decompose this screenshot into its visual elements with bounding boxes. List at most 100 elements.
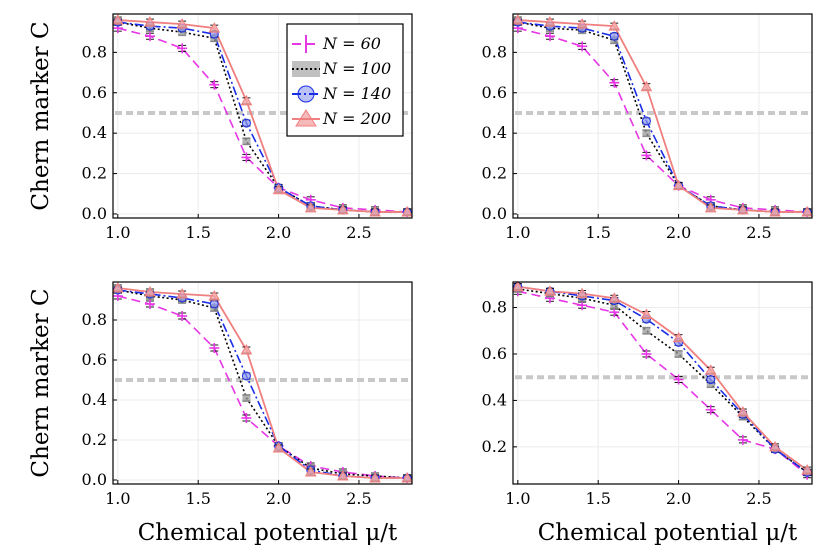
point-n200 (272, 183, 285, 195)
panel-bottom-right: 1.0 1.5 2.0 2.5 0.2 0.4 0.6 0.8 Chemical potenti… (482, 280, 814, 546)
plot-frame (512, 281, 813, 485)
point-n140 (209, 299, 219, 309)
y-tick-label: 0.6 (82, 83, 107, 102)
point-n100 (706, 380, 715, 389)
point-n100 (242, 137, 251, 146)
y-tick-label: 0.8 (82, 42, 107, 61)
series-line-n100 (117, 289, 408, 479)
point-n200 (401, 205, 414, 217)
point-n200 (737, 405, 749, 417)
point-n100 (674, 349, 683, 358)
x-tick-label: 2.5 (746, 489, 771, 508)
point-n200 (369, 205, 381, 217)
series-line-n60 (117, 27, 408, 213)
point-n200 (737, 203, 749, 215)
x-tick-label: 2.0 (266, 489, 291, 508)
point-n200 (576, 287, 588, 299)
x-tick-label: 1.0 (505, 489, 530, 508)
legend-label-n200: N = 200 (322, 109, 391, 128)
y-tick-label: 0.6 (482, 83, 507, 102)
series-line-n140 (117, 21, 408, 213)
point-n100 (242, 394, 251, 402)
y-tick-label: 0.2 (82, 430, 107, 449)
point-n200 (337, 203, 349, 215)
point-n200 (576, 18, 588, 29)
panel-bottom-left: 1.0 1.5 2.0 2.5 0.0 0.2 0.4 0.6 0.8 Chern marker … (28, 281, 414, 546)
series-line-n60 (517, 27, 808, 213)
x-tick-label: 2.5 (346, 489, 371, 508)
x-tick-label: 2.0 (266, 223, 291, 242)
x-tick-label: 2.5 (746, 223, 771, 242)
point-n200 (304, 201, 317, 213)
series-line-n140 (517, 21, 808, 213)
point-n100 (642, 129, 651, 138)
x-tick-label: 2.5 (346, 223, 371, 242)
point-n200 (801, 205, 814, 217)
series-line-n200 (117, 19, 408, 213)
y-tick-label: 0.4 (482, 123, 507, 142)
y-axis-label: Chern marker C (28, 21, 54, 210)
x-tick-label: 1.0 (105, 223, 130, 242)
y-tick-label: 0.0 (82, 204, 107, 223)
point-n140 (241, 371, 251, 381)
y-tick-label: 0.8 (482, 298, 507, 317)
x-tick-label: 2.0 (666, 489, 691, 508)
series-line-n200 (517, 285, 808, 471)
series-line-n100 (517, 21, 808, 213)
y-tick-label: 0.8 (82, 310, 107, 329)
x-tick-label: 2.0 (666, 223, 691, 242)
point-n200 (240, 343, 253, 355)
point-n200 (511, 280, 524, 292)
point-n200 (672, 331, 685, 343)
point-n200 (640, 80, 653, 92)
point-n200 (401, 471, 414, 483)
y-tick-label: 0.0 (82, 470, 107, 489)
plot-frame (112, 13, 413, 219)
y-tick-label: 0.4 (82, 390, 107, 409)
y-tick-label: 0.0 (482, 204, 507, 223)
x-axis-label: Chemical potential μ/t (138, 520, 398, 546)
legend-label-n140: N = 140 (322, 84, 391, 103)
point-n200 (272, 441, 285, 453)
point-n200 (608, 292, 621, 303)
point-n200 (304, 465, 317, 477)
legend-label-n100: N = 100 (322, 59, 391, 78)
x-tick-label: 1.5 (585, 223, 610, 242)
legend-label-n60: N = 60 (322, 34, 381, 53)
point-n200 (176, 18, 188, 29)
series-line-n100 (517, 288, 808, 474)
y-tick-label: 0.4 (482, 390, 507, 409)
panel-top-right: 1.0 1.5 2.0 2.5 0.0 0.2 0.4 0.6 0.8 (482, 13, 814, 242)
point-n200 (111, 14, 124, 25)
point-n200 (208, 22, 221, 33)
x-tick-label: 1.5 (185, 489, 210, 508)
x-tick-label: 1.0 (105, 489, 130, 508)
x-tick-label: 1.0 (505, 223, 530, 242)
plot-frame (112, 281, 413, 485)
y-tick-label: 0.6 (82, 350, 107, 369)
point-n200 (769, 440, 781, 452)
series-line-n60 (117, 295, 408, 479)
plot-frame (512, 13, 813, 219)
series-line-n200 (517, 19, 808, 213)
point-n200 (704, 364, 717, 375)
point-n200 (511, 14, 524, 25)
point-n200 (640, 308, 653, 320)
point-n200 (176, 287, 188, 299)
point-n200 (369, 471, 381, 483)
y-tick-label: 0.2 (82, 164, 107, 183)
series-line-n60 (517, 290, 808, 476)
point-n200 (704, 201, 717, 213)
point-n200 (672, 179, 685, 191)
point-n200 (208, 289, 221, 301)
panel-top-left: 1.0 1.5 2.0 2.5 0.0 0.2 0.4 0.6 0.8 Chern marker … (28, 13, 414, 242)
point-n200 (337, 469, 349, 481)
series-line-n140 (117, 289, 408, 479)
point-n140 (241, 118, 251, 128)
point-n140 (706, 375, 716, 385)
x-tick-label: 1.5 (185, 223, 210, 242)
x-tick-label: 1.5 (585, 489, 610, 508)
point-n200 (544, 16, 556, 27)
point-n200 (240, 94, 253, 106)
